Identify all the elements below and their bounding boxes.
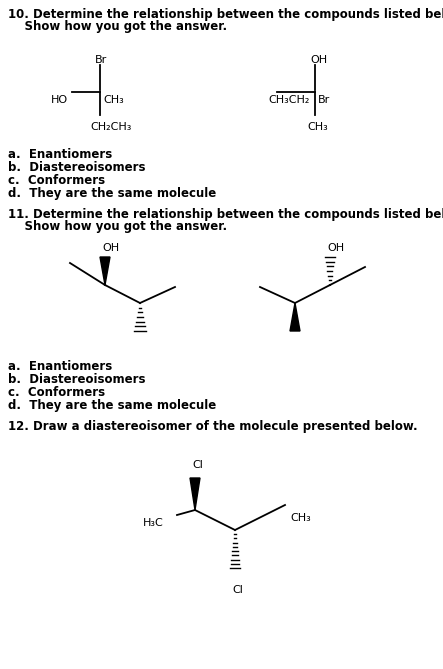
Text: Cl: Cl bbox=[232, 585, 243, 595]
Text: Br: Br bbox=[95, 55, 107, 65]
Text: d.  They are the same molecule: d. They are the same molecule bbox=[8, 187, 216, 200]
Text: CH₃: CH₃ bbox=[103, 95, 124, 105]
Text: CH₃CH₂: CH₃CH₂ bbox=[268, 95, 310, 105]
Text: a.  Enantiomers: a. Enantiomers bbox=[8, 148, 112, 161]
Text: Show how you got the answer.: Show how you got the answer. bbox=[8, 20, 227, 33]
Text: HO: HO bbox=[51, 95, 68, 105]
Text: c.  Conformers: c. Conformers bbox=[8, 386, 105, 399]
Text: CH₂CH₃: CH₂CH₃ bbox=[90, 122, 132, 132]
Text: b.  Diastereoisomers: b. Diastereoisomers bbox=[8, 161, 145, 174]
Text: CH₃: CH₃ bbox=[290, 513, 311, 523]
Text: Br: Br bbox=[318, 95, 330, 105]
Text: 12. Draw a diastereoisomer of the molecule presented below.: 12. Draw a diastereoisomer of the molecu… bbox=[8, 420, 418, 433]
Text: H₃C: H₃C bbox=[143, 518, 164, 528]
Text: OH: OH bbox=[310, 55, 327, 65]
Text: 10. Determine the relationship between the compounds listed below:: 10. Determine the relationship between t… bbox=[8, 8, 443, 21]
Text: OH: OH bbox=[327, 243, 344, 253]
Text: 11. Determine the relationship between the compounds listed below:: 11. Determine the relationship between t… bbox=[8, 208, 443, 221]
Polygon shape bbox=[290, 303, 300, 331]
Text: a.  Enantiomers: a. Enantiomers bbox=[8, 360, 112, 373]
Polygon shape bbox=[100, 257, 110, 285]
Text: CH₃: CH₃ bbox=[307, 122, 328, 132]
Text: Show how you got the answer.: Show how you got the answer. bbox=[8, 220, 227, 233]
Text: Cl: Cl bbox=[192, 460, 203, 470]
Text: c.  Conformers: c. Conformers bbox=[8, 174, 105, 187]
Text: b.  Diastereoisomers: b. Diastereoisomers bbox=[8, 373, 145, 386]
Polygon shape bbox=[190, 478, 200, 510]
Text: OH: OH bbox=[102, 243, 119, 253]
Text: d.  They are the same molecule: d. They are the same molecule bbox=[8, 399, 216, 412]
